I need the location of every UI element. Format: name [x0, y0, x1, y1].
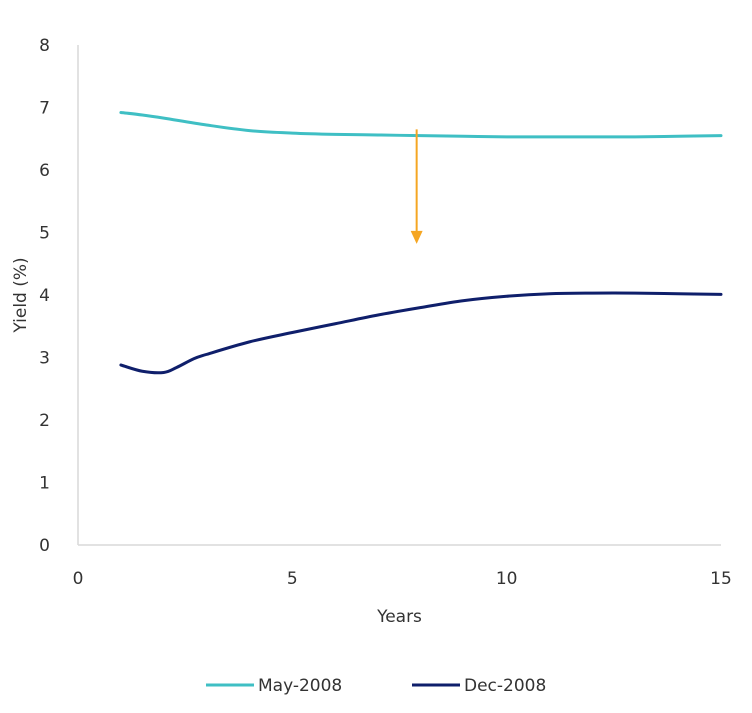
x-tick-label: 10 — [496, 569, 518, 589]
y-tick-label: 4 — [39, 286, 50, 306]
y-tick-label: 3 — [39, 349, 50, 369]
axes — [77, 45, 721, 546]
y-tick-label: 1 — [39, 474, 50, 494]
legend: May-2008 Dec-2008 — [206, 676, 546, 696]
series-line-may-2008 — [119, 111, 723, 139]
legend-label: Dec-2008 — [464, 676, 546, 696]
y-axis-title: Yield (%) — [11, 257, 31, 333]
y-tick-label: 0 — [39, 536, 50, 556]
series-lines — [119, 111, 723, 375]
y-tick-label: 8 — [39, 36, 50, 56]
y-tick-label: 2 — [39, 411, 50, 431]
tick-labels: 0 1 2 3 4 5 6 7 8 0 5 10 15 — [39, 36, 732, 589]
down-arrow-icon — [410, 230, 423, 244]
x-tick-label: 0 — [73, 569, 84, 589]
x-tick-label: 15 — [710, 569, 732, 589]
y-tick-label: 5 — [39, 224, 50, 244]
y-tick-label: 6 — [39, 161, 50, 181]
y-tick-label: 7 — [39, 99, 50, 119]
x-tick-label: 5 — [287, 569, 298, 589]
x-axis-title: Years — [376, 607, 422, 627]
series-line-dec-2008 — [119, 291, 723, 375]
annotations — [410, 129, 423, 244]
legend-label: May-2008 — [258, 676, 342, 696]
